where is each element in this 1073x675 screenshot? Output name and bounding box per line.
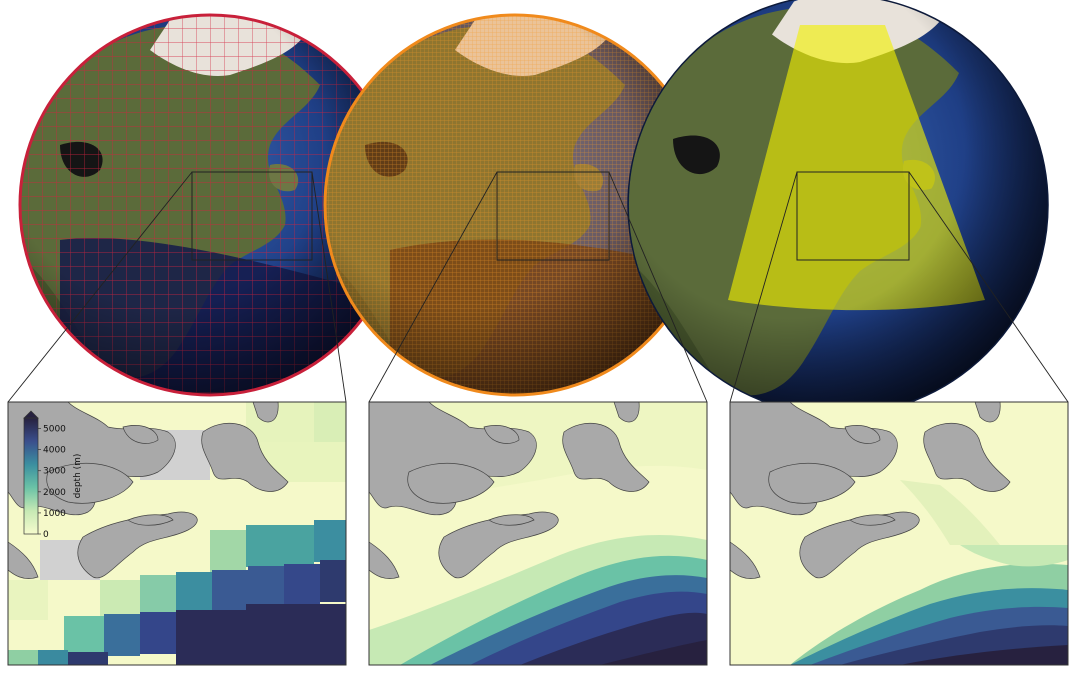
map-panel-medium: [368, 401, 708, 666]
colorbar-tick-label: 4000: [43, 446, 66, 456]
globe-coarse-grid: [18, 13, 402, 397]
colorbar-tick-label: 0: [43, 530, 49, 540]
zoom-connectors: [7, 171, 1069, 403]
globe-regional-domain: [627, 0, 1049, 416]
map-panel-coarse: 5000 4000 3000 2000 1000 0 depth (m): [7, 401, 347, 666]
colorbar-label: depth (m): [73, 454, 83, 499]
depth-colorbar: 5000 4000 3000 2000 1000 0 depth (m): [23, 410, 83, 540]
colorbar-tick-label: 1000: [43, 509, 66, 519]
colorbar-tick-label: 3000: [43, 467, 66, 477]
colorbar-tick-label: 5000: [43, 425, 66, 435]
map-panel-high: [729, 401, 1069, 666]
colorbar-tick-label: 2000: [43, 488, 66, 498]
